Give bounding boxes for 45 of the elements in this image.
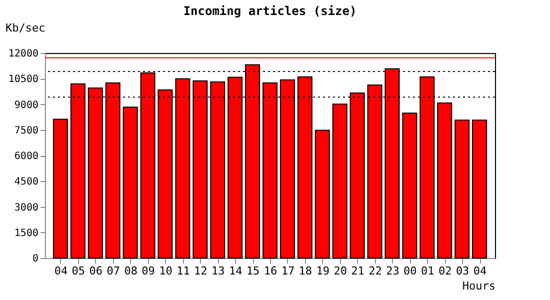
x-tick-label: 10 [159, 264, 172, 278]
x-tick-label: 04 [473, 264, 488, 278]
x-tick-label: 19 [316, 264, 330, 278]
y-axis-title: Kb/sec [6, 22, 46, 34]
x-tick-label: 12 [194, 264, 208, 278]
x-tick-label: 23 [386, 264, 400, 278]
x-tick-label: 20 [334, 264, 347, 278]
x-tick-label: 06 [89, 264, 103, 278]
bar [402, 112, 418, 258]
x-axis-title: Hours [462, 280, 496, 292]
bar [454, 120, 470, 258]
y-tick-label: 1500 [14, 228, 38, 239]
y-tick-label: 6000 [14, 151, 38, 162]
x-tick-label: 21 [351, 264, 364, 278]
x-tick-label: 13 [211, 264, 225, 278]
x-tick-label: 09 [142, 264, 155, 278]
y-tick-label: 10500 [8, 74, 38, 86]
x-tick-label: 22 [368, 264, 382, 278]
bar [314, 130, 330, 258]
y-tick-label: 0 [32, 254, 38, 264]
x-tick-label: 14 [228, 264, 243, 278]
x-tick-label: 01 [421, 264, 434, 278]
x-tick-label: 04 [54, 264, 68, 278]
x-tick-label: 11 [176, 264, 190, 278]
bar [472, 120, 488, 258]
x-tick-label: 16 [264, 264, 278, 278]
x-tick-label: 18 [298, 264, 312, 278]
y-tick-label: 12000 [8, 48, 38, 60]
x-tick-label: 02 [438, 264, 452, 278]
bar [122, 106, 138, 258]
y-tick-label: 9000 [14, 100, 38, 111]
x-tick-label: 17 [281, 264, 295, 278]
bar [52, 118, 68, 258]
y-tick-label: 7500 [14, 125, 38, 136]
x-tick-label: 05 [72, 264, 86, 278]
x-tick-label: 08 [124, 264, 138, 278]
bar [332, 104, 348, 258]
y-tick-label: 3000 [14, 202, 38, 214]
chart-title: Incoming articles (size) [183, 4, 357, 18]
bar [437, 102, 452, 258]
x-tick-label: 15 [246, 264, 260, 278]
x-tick-label: 00 [404, 264, 417, 278]
x-tick-label: 07 [106, 264, 120, 278]
x-tick-label: 03 [456, 264, 470, 278]
y-tick-label: 4500 [14, 176, 38, 188]
